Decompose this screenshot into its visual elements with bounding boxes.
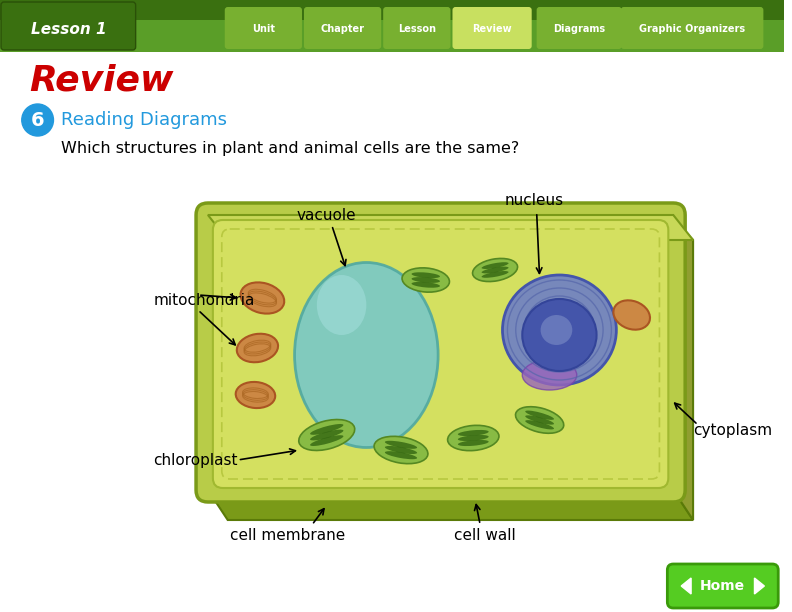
- Text: 6: 6: [31, 111, 44, 130]
- Text: chloroplast: chloroplast: [154, 452, 238, 468]
- Ellipse shape: [412, 282, 440, 288]
- PathPatch shape: [673, 220, 693, 520]
- PathPatch shape: [208, 215, 693, 240]
- FancyBboxPatch shape: [621, 7, 763, 49]
- FancyBboxPatch shape: [452, 7, 531, 49]
- Ellipse shape: [541, 315, 573, 345]
- Text: Chapter: Chapter: [321, 24, 364, 34]
- Ellipse shape: [310, 435, 344, 446]
- Ellipse shape: [236, 382, 275, 408]
- FancyBboxPatch shape: [225, 7, 302, 49]
- Text: Reading Diagrams: Reading Diagrams: [62, 111, 227, 129]
- Text: cell membrane: cell membrane: [230, 528, 345, 542]
- Ellipse shape: [317, 275, 367, 335]
- Ellipse shape: [482, 262, 508, 269]
- Ellipse shape: [516, 407, 564, 433]
- Text: cytoplasm: cytoplasm: [693, 422, 772, 438]
- Circle shape: [22, 104, 54, 136]
- FancyBboxPatch shape: [0, 0, 784, 52]
- Ellipse shape: [482, 267, 508, 274]
- Ellipse shape: [458, 440, 489, 446]
- Ellipse shape: [310, 424, 344, 435]
- Ellipse shape: [374, 436, 428, 464]
- Ellipse shape: [482, 271, 508, 278]
- Text: Review: Review: [472, 24, 512, 34]
- Polygon shape: [681, 578, 691, 594]
- FancyBboxPatch shape: [383, 7, 451, 49]
- FancyBboxPatch shape: [1, 2, 135, 50]
- FancyBboxPatch shape: [196, 203, 685, 502]
- Text: Diagrams: Diagrams: [553, 24, 605, 34]
- Ellipse shape: [473, 258, 517, 282]
- Text: Lesson: Lesson: [398, 24, 436, 34]
- Ellipse shape: [295, 263, 438, 447]
- Ellipse shape: [237, 334, 278, 362]
- Ellipse shape: [385, 451, 417, 459]
- Text: vacuole: vacuole: [297, 207, 356, 223]
- FancyBboxPatch shape: [537, 7, 622, 49]
- Text: Review: Review: [30, 63, 174, 97]
- Ellipse shape: [458, 435, 489, 441]
- Ellipse shape: [241, 282, 284, 313]
- PathPatch shape: [208, 490, 693, 520]
- Ellipse shape: [385, 441, 417, 449]
- Ellipse shape: [522, 299, 596, 371]
- Polygon shape: [755, 578, 764, 594]
- FancyBboxPatch shape: [668, 564, 779, 608]
- FancyBboxPatch shape: [304, 7, 381, 49]
- FancyBboxPatch shape: [0, 0, 784, 20]
- Text: nucleus: nucleus: [505, 193, 564, 207]
- Ellipse shape: [525, 411, 554, 420]
- Ellipse shape: [299, 420, 355, 450]
- Ellipse shape: [310, 430, 344, 441]
- Ellipse shape: [613, 300, 650, 330]
- Text: Lesson 1: Lesson 1: [31, 21, 106, 37]
- Text: cell wall: cell wall: [455, 528, 516, 542]
- Text: Graphic Organizers: Graphic Organizers: [639, 24, 745, 34]
- Ellipse shape: [502, 275, 616, 385]
- Ellipse shape: [525, 416, 554, 425]
- Text: Home: Home: [700, 579, 745, 593]
- Ellipse shape: [402, 268, 449, 292]
- Ellipse shape: [385, 446, 417, 454]
- Ellipse shape: [525, 420, 554, 430]
- Text: Which structures in plant and animal cells are the same?: Which structures in plant and animal cel…: [62, 141, 520, 155]
- Ellipse shape: [447, 425, 499, 450]
- Text: mitochondria: mitochondria: [154, 293, 255, 307]
- Ellipse shape: [458, 430, 489, 436]
- Ellipse shape: [412, 272, 440, 278]
- Text: Unit: Unit: [252, 24, 275, 34]
- Ellipse shape: [522, 360, 577, 390]
- Ellipse shape: [412, 277, 440, 283]
- FancyBboxPatch shape: [213, 220, 668, 488]
